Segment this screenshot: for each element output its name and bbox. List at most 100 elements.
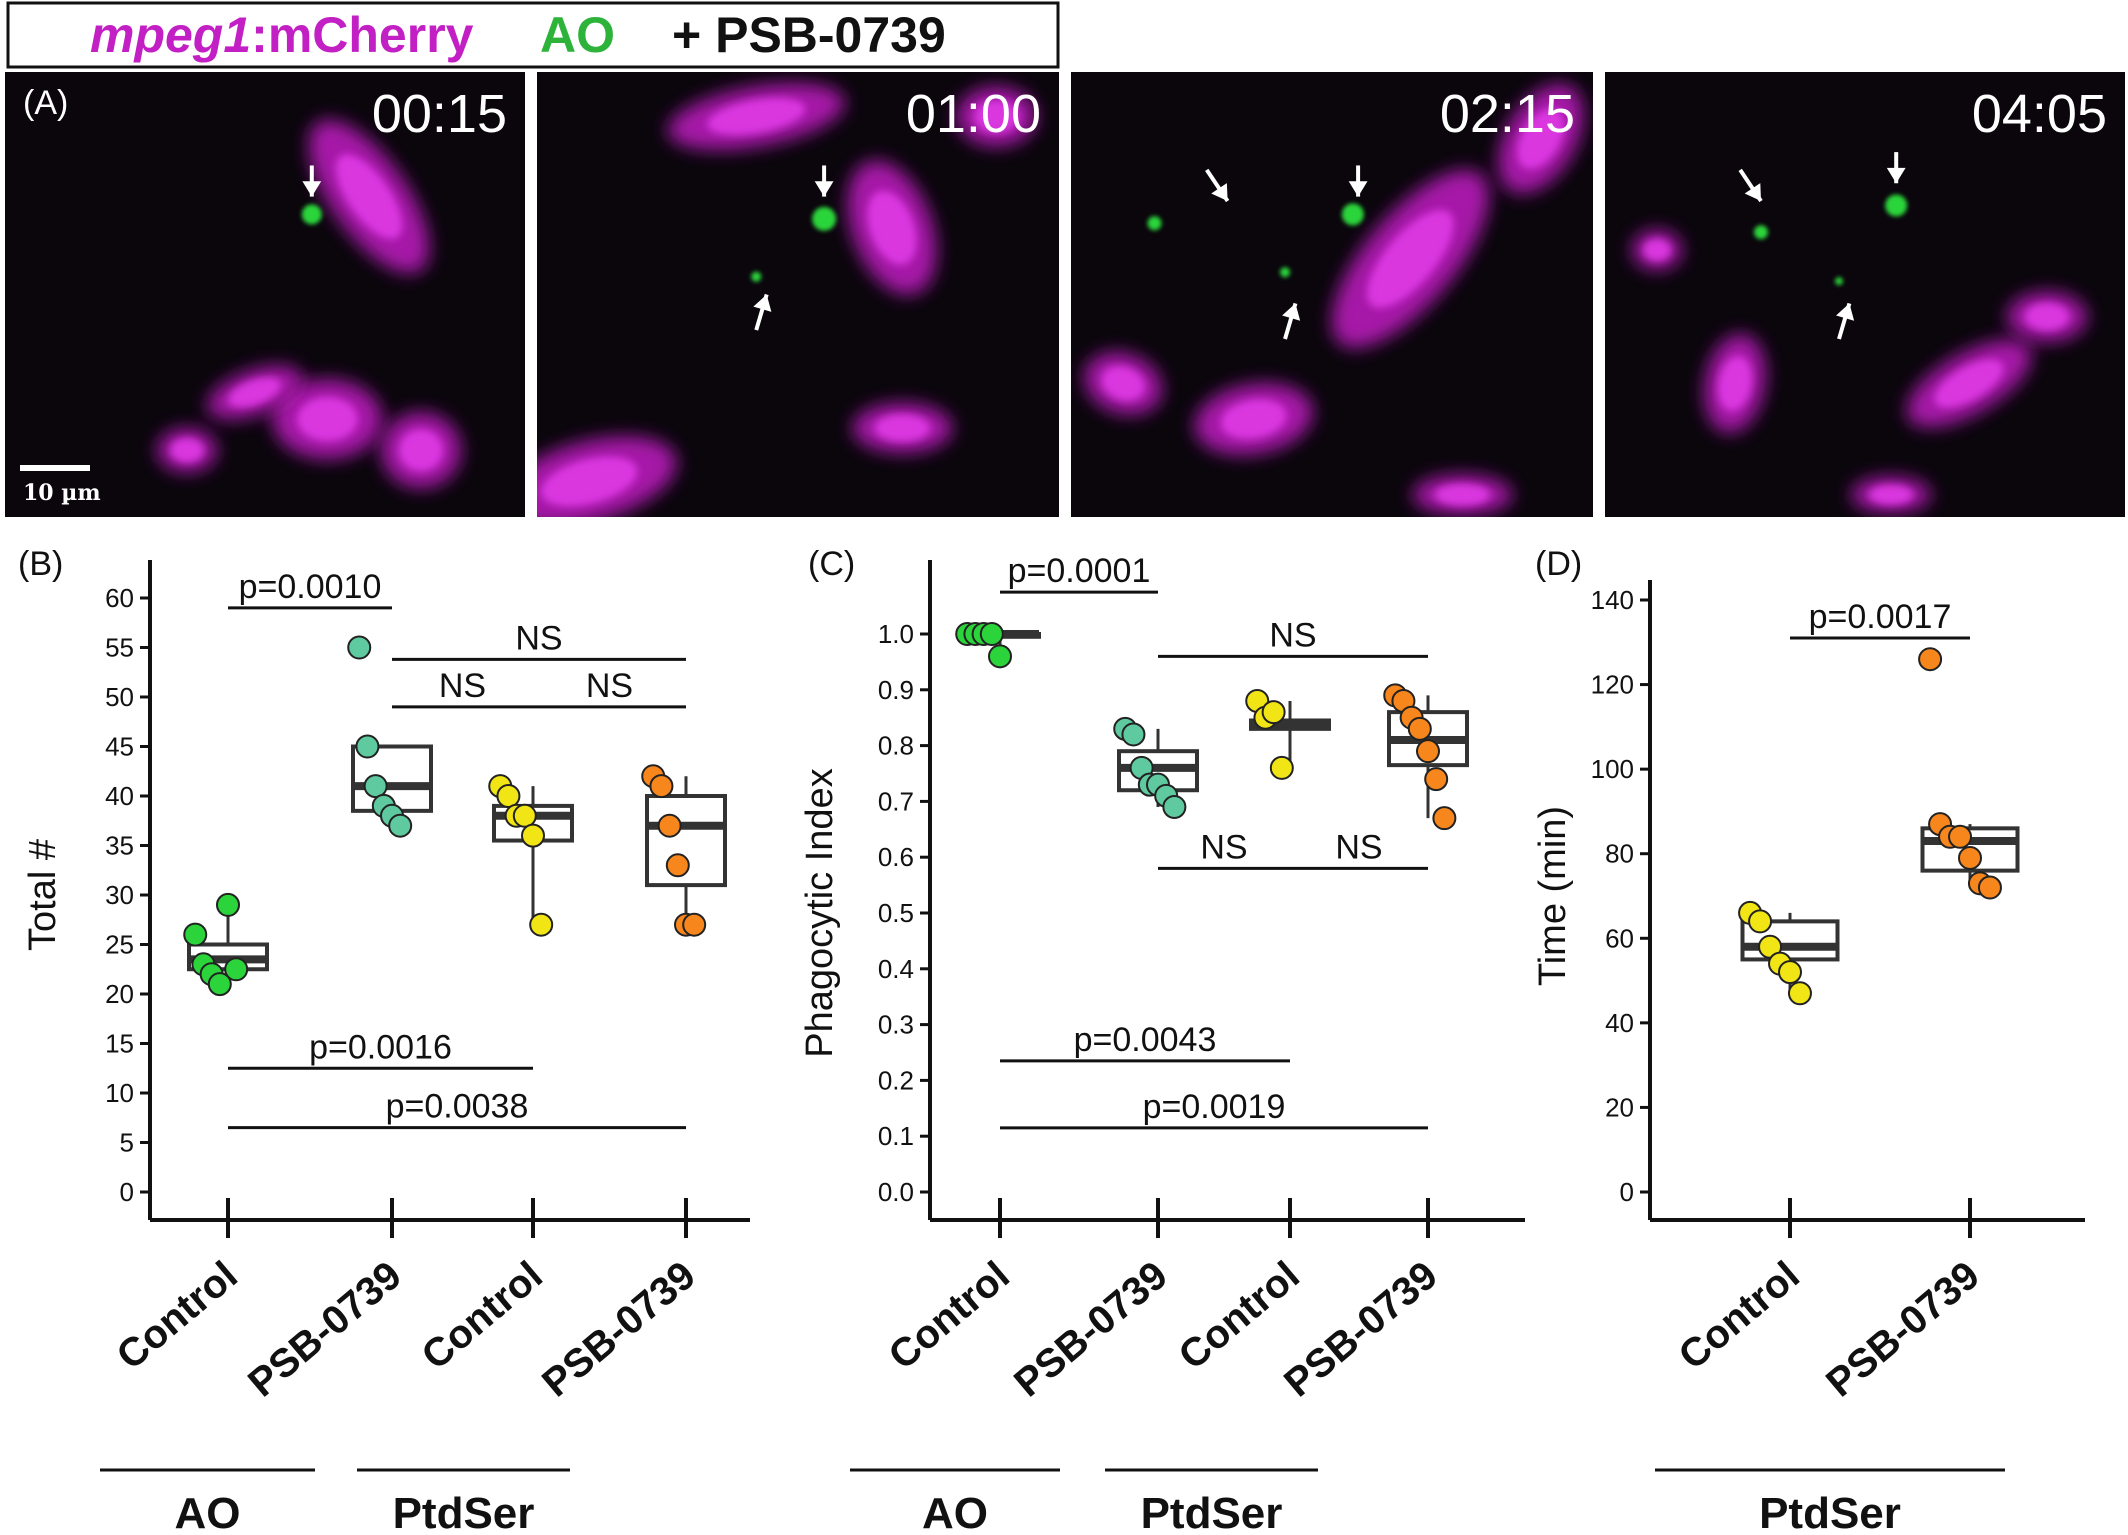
apoptotic-cell-dot: [1835, 277, 1843, 286]
data-point: [224, 957, 249, 982]
macrophage-cell-core: [228, 377, 281, 408]
data-point: [496, 784, 521, 808]
y-tick-label: 0.1: [878, 1121, 914, 1151]
macrophage-cell-core: [2025, 303, 2069, 331]
y-tick-label: 140: [1591, 585, 1634, 615]
group-label: AO: [922, 1489, 988, 1535]
y-tick-label: 20: [105, 979, 134, 1009]
x-tick-label: PSB-0739: [1818, 1253, 1988, 1405]
significance-label: NS: [515, 619, 562, 657]
significance-label: p=0.0010: [239, 568, 382, 606]
arrow-head-icon: [1886, 167, 1906, 184]
significance-label: NS: [1335, 828, 1382, 866]
arrow-head-icon: [1211, 183, 1228, 202]
panel-b-chart: (B) 0 5 10 15 20 25 30 35 40 45 50 55 60 Total # Contro…: [18, 545, 750, 1535]
header-dye: AO: [540, 7, 615, 63]
frame-content: [537, 83, 1037, 517]
box-group: [347, 635, 433, 838]
frame-timestamp: 01:00: [906, 84, 1041, 144]
data-point: [216, 892, 240, 917]
group-label: PtdSer: [1759, 1489, 1901, 1535]
y-tick-label: 0: [120, 1177, 134, 1207]
panel-label: (C): [808, 545, 855, 583]
data-point: [1407, 716, 1432, 741]
data-point: [1121, 722, 1146, 747]
data-point: [1269, 755, 1294, 780]
apoptotic-cell-dot: [301, 204, 322, 225]
frame-content: [157, 119, 461, 489]
x-tick-label: PSB-0739: [240, 1253, 410, 1405]
y-tick-label: 0.2: [878, 1065, 914, 1095]
x-tick-label: Control: [1171, 1253, 1308, 1378]
y-tick-label: 15: [105, 1029, 134, 1059]
header-legend: mpeg1:mCherry AO + PSB-0739: [6, 1, 1060, 69]
timelapse-frame: 04:05: [1605, 72, 2125, 517]
apoptotic-cell-dot: [1341, 203, 1364, 226]
x-tick-label: PSB-0739: [1006, 1253, 1176, 1405]
data-point: [207, 972, 232, 997]
macrophage-cell-core: [1221, 399, 1287, 439]
data-point: [388, 813, 413, 838]
y-tick-label: 0.7: [878, 786, 914, 816]
header-reporter-text: mpeg1:mCherry: [90, 7, 474, 63]
group-label: AO: [175, 1489, 241, 1535]
data-point: [512, 803, 537, 828]
data-point: [665, 853, 690, 878]
arrow-head-icon: [1836, 303, 1855, 321]
apoptotic-cell-dot: [1754, 225, 1768, 240]
timelapse-frame: 02:15: [1071, 72, 1593, 517]
x-tick-label: PSB-0739: [1276, 1253, 1446, 1405]
macrophage-cell-core: [399, 429, 443, 472]
macrophage-cell-core: [1101, 366, 1145, 401]
data-point: [1948, 824, 1973, 849]
y-axis-label: Total #: [22, 839, 64, 951]
data-point: [1778, 960, 1802, 985]
box-group: [1738, 900, 1840, 1006]
data-point: [529, 912, 554, 937]
y-tick-label: 1.0: [878, 619, 914, 649]
significance-label: NS: [439, 667, 486, 705]
y-tick-label: 50: [105, 682, 134, 712]
data-point: [682, 912, 707, 937]
panel-a-timelapse: 00:15 (A) 10 µm 01:00 02:15 04:05: [5, 72, 2125, 517]
apoptotic-cell-dot: [751, 271, 762, 282]
y-tick-label: 10: [105, 1078, 134, 1108]
data-point: [1432, 806, 1457, 831]
y-tick-label: 60: [1605, 923, 1634, 953]
significance-label: p=0.0016: [309, 1028, 452, 1066]
header-reporter: :mCherry: [251, 7, 473, 63]
macrophage-cell-core: [1435, 483, 1490, 506]
box-group: [183, 892, 269, 997]
x-tick-label: Control: [414, 1253, 551, 1378]
data-point: [1261, 700, 1286, 725]
panel-a-label: (A): [23, 84, 68, 122]
macrophage-cell-core: [541, 456, 638, 507]
data-point: [1977, 875, 2002, 900]
box-group: [1918, 647, 2020, 900]
macrophage-cell-core: [170, 438, 204, 463]
y-tick-label: 0.0: [878, 1177, 914, 1207]
data-point: [1424, 767, 1449, 792]
y-tick-label: 5: [120, 1128, 134, 1158]
y-tick-label: 20: [1605, 1092, 1634, 1122]
arrow-head-icon: [814, 181, 834, 197]
macrophage-cell-core: [1643, 239, 1671, 261]
significance-label: NS: [1200, 828, 1247, 866]
macrophage-cell-core: [297, 397, 358, 442]
header-drug: + PSB-0739: [672, 7, 946, 63]
box-group: [641, 764, 727, 937]
apoptotic-cell-dot: [1280, 267, 1291, 278]
timelapse-frame: 00:15 (A) 10 µm: [5, 72, 525, 517]
macrophage-cell-core: [335, 154, 403, 239]
arrow-head-icon: [302, 181, 322, 197]
box-group: [1245, 688, 1331, 780]
data-point: [1416, 739, 1440, 764]
box-group: [488, 774, 574, 937]
apoptotic-cell-dot: [1147, 216, 1162, 231]
significance-label: p=0.0043: [1074, 1021, 1217, 1059]
macrophage-cell-core: [867, 190, 917, 265]
y-tick-label: 0.6: [878, 842, 914, 872]
arrow-head-icon: [1282, 303, 1301, 321]
data-point: [1958, 845, 1982, 870]
